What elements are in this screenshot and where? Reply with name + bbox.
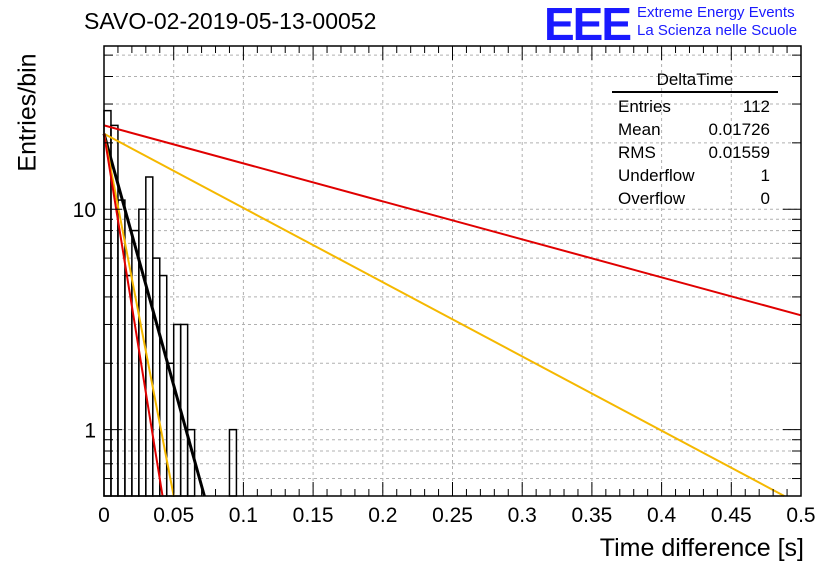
x-tick-label: 0.05 — [153, 504, 194, 527]
eee-logo: EEE — [544, 0, 632, 50]
fit-line — [103, 133, 164, 497]
stats-label: Overflow — [618, 189, 686, 208]
histogram-bar — [159, 274, 168, 497]
x-tick-label: 0.25 — [432, 504, 473, 527]
stats-label: Mean — [618, 120, 661, 139]
stats-label: Entries — [618, 97, 671, 116]
stats-row-entries: Entries 112 — [612, 95, 778, 118]
logo-caption-line2: La Scienza nelle Scuole — [637, 22, 798, 39]
stats-row-mean: Mean 0.01726 — [612, 118, 778, 141]
x-axis-label: Time difference [s] — [599, 534, 804, 562]
stats-label: RMS — [618, 143, 656, 162]
stats-title: DeltaTime — [612, 70, 778, 93]
stats-value: 0 — [760, 189, 770, 208]
x-tick-label: 0.5 — [786, 504, 815, 527]
x-tick-label: 0.2 — [368, 504, 397, 527]
y-tick-label: 1 — [84, 420, 96, 443]
logo-caption: Extreme Energy Events La Scienza nelle S… — [637, 4, 797, 40]
stats-row-underflow: Underflow 1 — [612, 164, 778, 187]
stats-value: 1 — [760, 166, 770, 185]
x-tick-label: 0.1 — [229, 504, 258, 527]
stats-row-rms: RMS 0.01559 — [612, 141, 778, 164]
x-tick-label: 0.45 — [711, 504, 752, 527]
x-tick-label: 0.15 — [293, 504, 334, 527]
histogram-bar — [124, 274, 133, 497]
x-tick-label: 0.3 — [508, 504, 537, 527]
x-tick-label: 0.4 — [647, 504, 677, 527]
run-title: SAVO-02-2019-05-13-00052 — [84, 8, 377, 34]
fit-line — [102, 133, 206, 497]
logo-caption-line1: Extreme Energy Events — [637, 4, 795, 21]
x-tick-label: 0 — [98, 504, 110, 527]
stats-value: 112 — [742, 97, 770, 116]
fit-line — [103, 124, 802, 317]
fit-line — [103, 133, 175, 497]
stats-row-overflow: Overflow 0 — [612, 187, 778, 210]
x-tick-label: 0.35 — [571, 504, 612, 527]
stats-label: Underflow — [618, 166, 695, 185]
y-axis-label: Entries/bin — [13, 53, 42, 172]
fit-line — [103, 132, 785, 497]
histogram-bar — [145, 176, 154, 497]
stats-value: 0.01559 — [708, 143, 770, 162]
stats-box: DeltaTime Entries 112 Mean 0.01726 RMS 0… — [612, 70, 778, 210]
y-tick-label: 10 — [73, 199, 96, 222]
stats-value: 0.01726 — [708, 120, 770, 139]
